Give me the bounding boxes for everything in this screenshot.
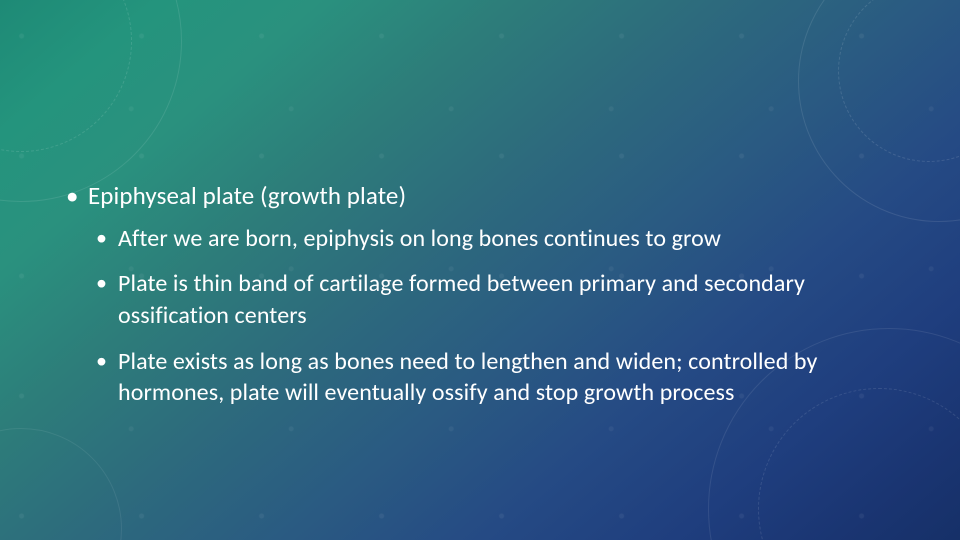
bullet-text: After we are born, epiphysis on long bon… bbox=[118, 224, 721, 253]
slide: Epiphyseal plate (growth plate) After we… bbox=[0, 0, 960, 540]
list-item: Epiphyseal plate (growth plate) After we… bbox=[60, 180, 920, 409]
bullet-list-level1: Epiphyseal plate (growth plate) After we… bbox=[60, 180, 920, 409]
decoration-circle bbox=[838, 0, 960, 162]
bullet-text: Epiphyseal plate (growth plate) bbox=[88, 180, 406, 211]
decoration-circle bbox=[0, 428, 122, 540]
bullet-text: Plate exists as long as bones need to le… bbox=[118, 347, 817, 408]
decoration-circle bbox=[0, 0, 132, 152]
slide-body: Epiphyseal plate (growth plate) After we… bbox=[60, 180, 920, 423]
decoration-circle bbox=[0, 0, 182, 202]
list-item: Plate exists as long as bones need to le… bbox=[88, 346, 920, 409]
bullet-list-level2: After we are born, epiphysis on long bon… bbox=[88, 223, 920, 409]
bullet-text: Plate is thin band of cartilage formed b… bbox=[118, 269, 805, 330]
list-item: After we are born, epiphysis on long bon… bbox=[88, 223, 920, 255]
list-item: Plate is thin band of cartilage formed b… bbox=[88, 268, 920, 331]
